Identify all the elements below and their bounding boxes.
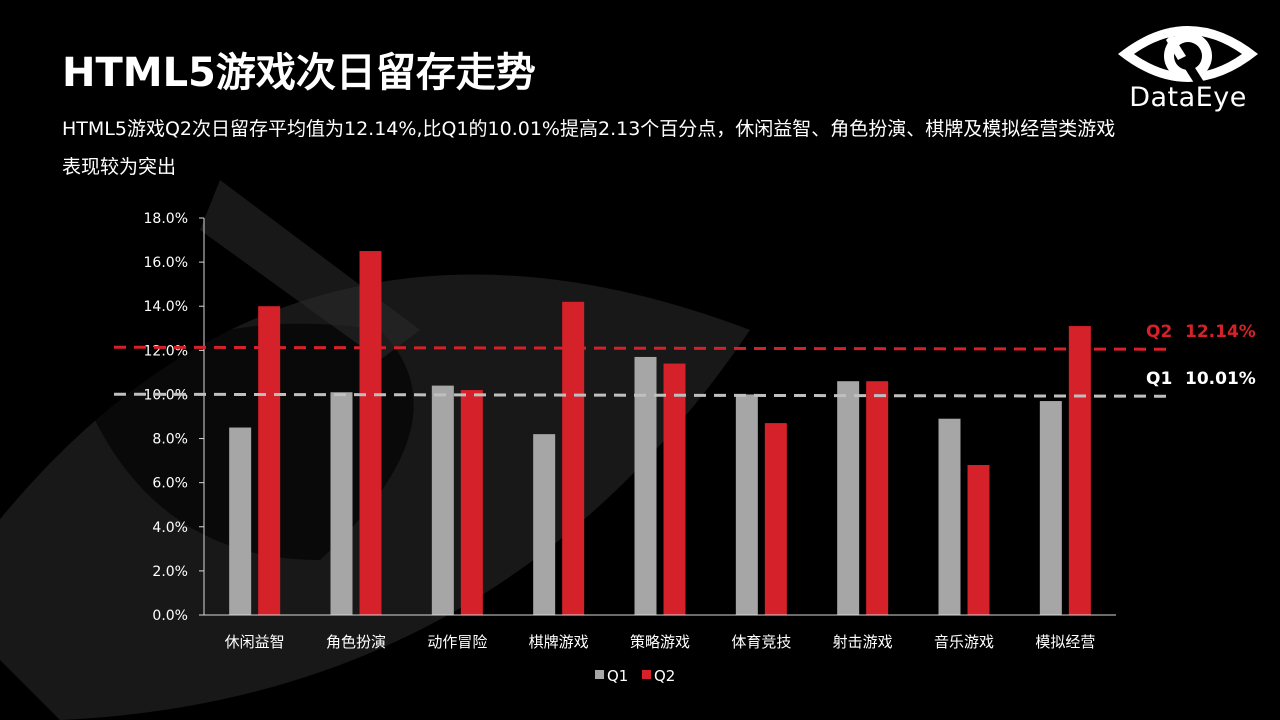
y-tick-label: 0.0%	[152, 608, 188, 624]
bar-q2	[460, 390, 483, 615]
x-category-label: 射击游戏	[833, 633, 893, 651]
bar-q2	[1068, 326, 1091, 615]
y-axis-ticks: 0.0%2.0%4.0%6.0%8.0%10.0%12.0%14.0%16.0%…	[144, 211, 188, 624]
y-tick-label: 4.0%	[152, 520, 188, 536]
y-tick-label: 18.0%	[144, 211, 188, 227]
x-category-label: 音乐游戏	[934, 633, 994, 651]
bar-q1	[837, 381, 860, 615]
y-tick-label: 12.0%	[144, 343, 188, 359]
y-tick-label: 16.0%	[144, 255, 188, 271]
legend: Q1 Q2	[595, 667, 675, 685]
avg-value-label: 12.14%	[1185, 322, 1256, 342]
avg-line-q2	[113, 345, 1173, 351]
bar-q2	[764, 423, 787, 615]
avg-line-q1	[113, 392, 1173, 398]
bar-q1	[330, 392, 353, 615]
bar-q2	[562, 301, 585, 615]
legend-swatch-q2	[642, 670, 651, 679]
legend-label-q2: Q2	[654, 667, 675, 685]
avg-series-label: Q1	[1146, 369, 1172, 389]
bar-q1	[1039, 401, 1062, 615]
bar-q1	[634, 356, 657, 615]
y-tick-label: 6.0%	[152, 476, 188, 492]
dataeye-eye-icon	[1118, 26, 1258, 86]
bar-q2	[258, 306, 281, 615]
bar-q2	[866, 381, 889, 615]
avg-value-label: 10.01%	[1185, 369, 1256, 389]
reference-lines: Q2 12.14% Q1 10.01%	[113, 322, 1256, 398]
bar-q2	[359, 251, 382, 616]
bar-q1	[735, 394, 758, 615]
legend-swatch-q1	[595, 670, 604, 679]
x-category-label: 体育竞技	[731, 633, 791, 651]
bar-q2	[663, 363, 686, 615]
x-category-label: 角色扮演	[326, 633, 386, 651]
legend-label-q1: Q1	[607, 667, 628, 685]
bar-q1	[431, 385, 454, 615]
y-tick-label: 14.0%	[144, 299, 188, 315]
bar-q1	[938, 418, 961, 615]
y-tick-label: 2.0%	[152, 564, 188, 580]
x-category-label: 模拟经营	[1035, 633, 1095, 651]
x-category-label: 动作冒险	[427, 633, 487, 651]
x-category-label: 棋牌游戏	[529, 633, 589, 651]
y-tick-label: 8.0%	[152, 432, 188, 448]
x-axis-categories: 休闲益智 角色扮演 动作冒险 棋牌游戏 策略游戏 体育竞技 射击游戏 音乐游戏 模拟经营	[225, 633, 1096, 651]
bar-q1	[533, 434, 556, 615]
axes	[199, 217, 1116, 616]
brand-name: DataEye	[1129, 82, 1247, 113]
bar-q1	[229, 427, 252, 615]
page-title: HTML5游戏次日留存走势	[62, 50, 536, 96]
x-category-label: 策略游戏	[630, 633, 690, 651]
x-category-label: 休闲益智	[225, 633, 285, 651]
bars	[229, 251, 1091, 616]
bar-q2	[967, 465, 990, 615]
avg-series-label: Q2	[1146, 322, 1172, 342]
page-subtitle: HTML5游戏Q2次日留存平均值为12.14%,比Q1的10.01%提高2.13…	[62, 118, 1116, 178]
